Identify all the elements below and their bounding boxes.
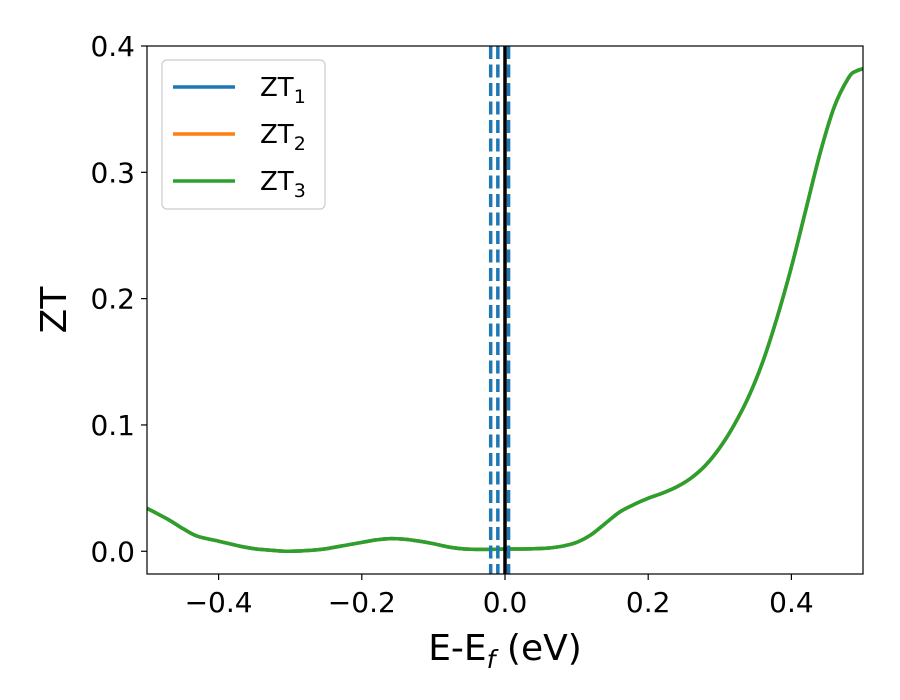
- vertical-reference-lines: [488, 46, 511, 574]
- legend: ZT1 ZT2 ZT3: [161, 59, 326, 210]
- y-axis: 0.0 0.1 0.2 0.3 0.4: [90, 30, 147, 568]
- data-curves: [147, 67, 863, 554]
- legend-label-1: ZT1: [260, 73, 306, 108]
- x-tick-label: 0.2: [626, 586, 671, 619]
- legend-label-3: ZT3: [260, 167, 306, 202]
- y-tick-label: 0.3: [90, 156, 135, 189]
- x-axis: −0.4 −0.2 0.0 0.2 0.4: [185, 574, 814, 619]
- x-tick-label: 0.4: [769, 586, 814, 619]
- y-axis-label: ZT: [34, 286, 75, 334]
- x-axis-label: E-Ef (eV): [428, 628, 582, 674]
- y-tick-label: 0.4: [90, 30, 135, 63]
- series-line-3: [147, 67, 863, 554]
- y-tick-label: 0.2: [90, 283, 135, 316]
- x-tick-label: 0.0: [483, 586, 528, 619]
- legend-box: [161, 59, 326, 210]
- y-tick-label: 0.0: [90, 535, 135, 568]
- x-tick-label: −0.4: [185, 586, 253, 619]
- y-tick-label: 0.1: [90, 409, 135, 442]
- legend-label-2: ZT2: [260, 120, 306, 155]
- x-tick-label: −0.2: [328, 586, 396, 619]
